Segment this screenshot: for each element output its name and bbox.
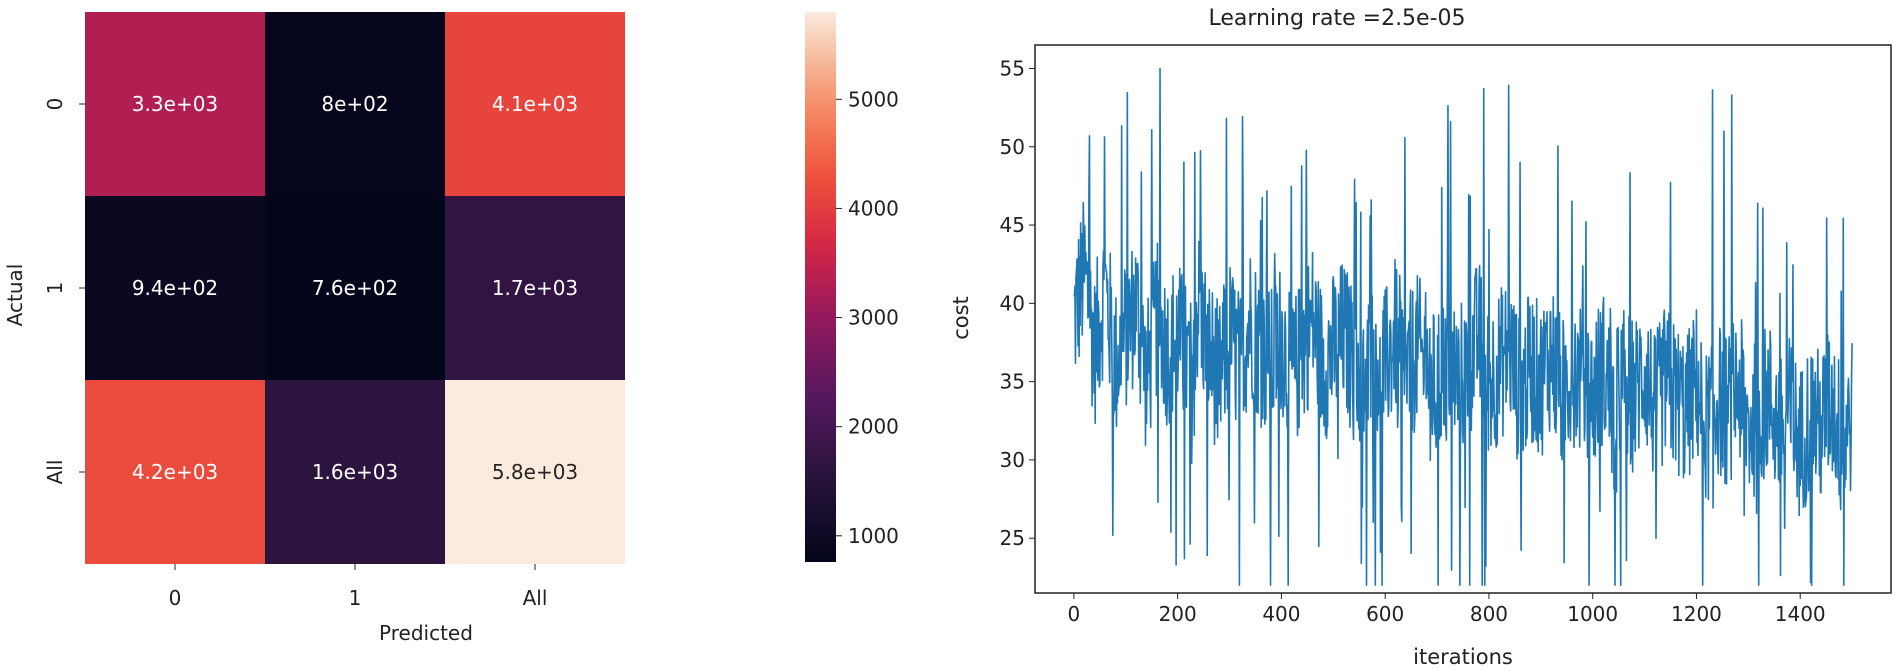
heatmap-cell: [85, 380, 265, 564]
heatmap-cell-annotation: 4.2e+03: [132, 460, 218, 484]
heatmap-cell: [265, 380, 445, 564]
line-x-tick-label: 400: [1262, 602, 1300, 626]
colorbar-gradient: [805, 12, 836, 562]
heatmap-x-label: Predicted: [379, 621, 473, 645]
learning-curve-chart: Learning rate =2.5e-05 0 200 400 600 800 1000…: [949, 6, 1892, 669]
line-y-tick-label: 35: [1000, 370, 1025, 394]
line-x-ticks: 0 200 400 600 800 1000 1200 1400: [1068, 593, 1826, 626]
colorbar-tick-label: 1000: [848, 524, 899, 548]
line-chart-title: Learning rate =2.5e-05: [1208, 6, 1465, 31]
heatmap-cell: [265, 12, 445, 196]
line-y-tick-label: 30: [1000, 448, 1025, 472]
heatmap-cell-annotation: 4.1e+03: [492, 92, 578, 116]
line-x-tick-label: 1400: [1775, 602, 1826, 626]
heatmap-cell: [265, 196, 445, 380]
colorbar-tick-label: 2000: [848, 415, 899, 439]
cost-line: [1073, 67, 1853, 586]
heatmap-cell: [85, 12, 265, 196]
colorbar-ticks: 1000 2000 3000 4000 5000: [836, 87, 899, 548]
line-x-tick-label: 800: [1470, 602, 1508, 626]
heatmap-cell: [85, 196, 265, 380]
heatmap-x-tick-label: All: [523, 586, 548, 610]
line-y-tick-label: 45: [1000, 213, 1025, 237]
heatmap-x-tick-label: 0: [169, 586, 182, 610]
heatmap-colorbar: 1000 2000 3000 4000 5000: [805, 12, 899, 562]
heatmap-cell-annotation: 8e+02: [321, 92, 388, 116]
colorbar-tick-label: 5000: [848, 87, 899, 111]
line-x-tick-label: 600: [1366, 602, 1404, 626]
heatmap-x-ticks: 0 1 All: [169, 564, 548, 610]
colorbar-tick-label: 4000: [848, 196, 899, 220]
heatmap-cell: [445, 196, 625, 380]
heatmap-y-label: Actual: [3, 264, 27, 327]
plot-frame: [1034, 44, 1892, 594]
line-x-label: iterations: [1413, 645, 1513, 669]
line-x-tick-label: 0: [1068, 602, 1081, 626]
colorbar-tick-label: 3000: [848, 306, 899, 330]
heatmap-y-tick-label: 1: [43, 282, 67, 295]
heatmap-annotations: 3.3e+03 8e+02 4.1e+03 9.4e+02 7.6e+02 1.7e+03…: [132, 92, 578, 484]
line-y-tick-label: 25: [1000, 526, 1025, 550]
heatmap-cell: [445, 380, 625, 564]
heatmap-x-tick-label: 1: [349, 586, 362, 610]
heatmap-y-ticks: 0 1 All: [43, 98, 85, 485]
heatmap-cell: [445, 12, 625, 196]
heatmap-cell-annotation: 5.8e+03: [492, 460, 578, 484]
confusion-matrix-heatmap: 3.3e+03 8e+02 4.1e+03 9.4e+02 7.6e+02 1.7e+03…: [3, 12, 625, 645]
line-x-tick-label: 1000: [1567, 602, 1618, 626]
heatmap-y-tick-label: 0: [43, 98, 67, 111]
heatmap-cells: [85, 12, 625, 564]
line-y-ticks: 25 30 35 40 45 50 55: [1000, 56, 1035, 550]
line-y-tick-label: 55: [1000, 56, 1025, 80]
cost-series: [1073, 67, 1853, 586]
heatmap-cell-annotation: 3.3e+03: [132, 92, 218, 116]
line-x-tick-label: 1200: [1671, 602, 1722, 626]
heatmap-cell-annotation: 1.7e+03: [492, 276, 578, 300]
heatmap-cell-annotation: 7.6e+02: [312, 276, 398, 300]
line-y-tick-label: 40: [1000, 291, 1025, 315]
heatmap-y-tick-label: All: [43, 460, 67, 485]
line-x-tick-label: 200: [1159, 602, 1197, 626]
line-y-label: cost: [949, 296, 973, 340]
heatmap-cell-annotation: 1.6e+03: [312, 460, 398, 484]
heatmap-cell-annotation: 9.4e+02: [132, 276, 218, 300]
line-y-tick-label: 50: [1000, 135, 1025, 159]
